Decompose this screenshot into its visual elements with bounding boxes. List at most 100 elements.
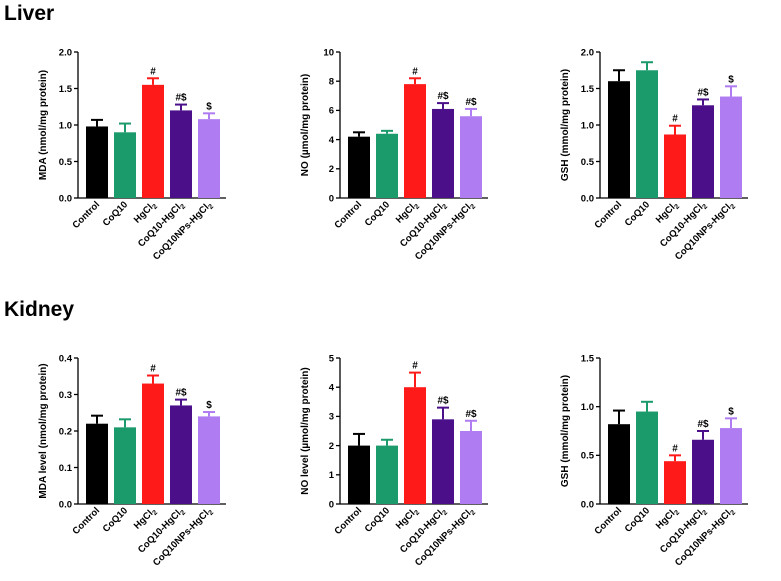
x-tick-label-control: Control [70,505,102,537]
y-tick-label: 0.5 [59,157,73,168]
bar-control [348,445,370,504]
bar-coq10 [114,427,136,504]
y-axis-label: MDA level (nmol/mg protein) [38,363,49,498]
significance-coq10-hgcl2: #$ [175,388,187,399]
bar-coq10 [636,411,658,504]
y-tick-label: 6 [329,106,334,117]
bar-hgcl2 [664,461,686,504]
y-tick-label: 4 [329,383,335,394]
y-tick-label: 1.0 [581,402,594,413]
y-tick-label: 0 [329,193,334,204]
kidney-mda-chart: MDA level (nmol/mg protein) 0.0 0.1 0.2 0.3 0… [38,353,226,569]
kidney-gsh-chart: GSH (mmol/mg protein) 0.0 0.5 1.0 1.5 Control… [560,353,748,569]
bar-control [86,126,108,198]
significance-coq10-hgcl2: #$ [697,87,709,98]
y-tick-label: 0.2 [59,426,72,437]
bar-coq10-hgcl2 [170,110,192,198]
y-axis-label: MDA (nmol/mg protein) [38,70,49,180]
bar-hgcl2 [142,383,164,504]
bar-control [608,424,630,504]
x-tick-label-control: Control [592,505,624,537]
significance-hgcl2: # [412,361,418,372]
kidney-section-title: Kidney [4,298,75,321]
y-tick-label: 0 [329,499,334,510]
bar-coq10-hgcl2 [432,419,454,504]
liver-mda-chart: MDA (nmol/mg protein) 0.0 0.5 1.0 1.5 2.0 Cont… [38,47,226,263]
bar-coq10-hgcl2 [432,108,454,198]
y-tick-label: 2 [329,164,334,175]
y-tick-label: 0.5 [581,157,595,168]
y-tick-label: 2.0 [59,47,72,58]
significance-coq10nps-hgcl2: $ [206,101,212,112]
significance-hgcl2: # [150,364,156,375]
significance-hgcl2: # [150,66,156,77]
bar-coq10 [636,70,658,198]
y-tick-label: 0.1 [59,463,73,474]
significance-hgcl2: # [672,114,678,125]
significance-coq10nps-hgcl2: $ [206,400,212,411]
bar-coq10nps-hgcl2 [198,416,220,504]
x-tick-label-coq10: CoQ10 [363,199,392,228]
bar-coq10-hgcl2 [692,105,714,198]
bar-control [348,136,370,198]
bar-hgcl2 [404,84,426,198]
bar-hgcl2 [404,387,426,504]
y-tick-label: 0.0 [581,499,594,510]
y-axis-label: NO (µmol/mg protein) [300,74,311,176]
y-axis-label: GSH (mmol/mg protein) [560,69,571,181]
bar-coq10-hgcl2 [692,439,714,504]
y-tick-label: 0.0 [59,193,72,204]
y-axis-label: NO level (µmol/mg protein) [300,367,311,494]
y-tick-label: 0.0 [581,193,594,204]
kidney-no-chart: NO level (µmol/mg protein) 0 1 2 3 4 5 ControlC… [300,353,488,569]
y-tick-label: 1.0 [581,120,594,131]
bar-coq10-hgcl2 [170,405,192,504]
x-tick-label-coq10: CoQ10 [623,199,652,228]
bar-hgcl2 [664,134,686,198]
x-tick-label-coq10: CoQ10 [101,199,130,228]
bar-coq10 [376,445,398,504]
significance-coq10-hgcl2: #$ [175,93,187,104]
y-tick-label: 1 [329,470,335,481]
y-tick-label: 2 [329,441,334,452]
y-tick-label: 1.5 [581,84,595,95]
x-tick-label-coq10: CoQ10 [623,505,652,534]
bar-control [86,423,108,504]
significance-coq10nps-hgcl2: $ [728,406,734,417]
y-tick-label: 4 [329,135,335,146]
bar-coq10nps-hgcl2 [460,431,482,504]
bar-coq10nps-hgcl2 [198,119,220,198]
x-tick-label-control: Control [332,505,364,537]
bar-coq10nps-hgcl2 [720,96,742,198]
y-tick-label: 3 [329,412,334,423]
x-tick-label-control: Control [70,199,102,231]
significance-hgcl2: # [672,443,678,454]
y-tick-label: 0.5 [581,451,595,462]
liver-section-title: Liver [4,2,55,25]
bar-coq10 [376,133,398,198]
y-tick-label: 10 [323,47,334,58]
y-tick-label: 0.4 [59,353,73,364]
y-tick-label: 0.3 [59,390,72,401]
y-tick-label: 2.0 [581,47,594,58]
x-tick-label-control: Control [592,199,624,231]
y-tick-label: 5 [329,353,335,364]
bar-control [608,81,630,198]
significance-coq10nps-hgcl2: $ [728,74,734,85]
x-tick-label-control: Control [332,199,364,231]
significance-hgcl2: # [412,66,418,77]
bar-coq10 [114,132,136,198]
y-tick-label: 1.5 [59,84,73,95]
significance-coq10-hgcl2: #$ [697,419,709,430]
bar-coq10nps-hgcl2 [720,428,742,504]
liver-gsh-chart: GSH (mmol/mg protein) 0.0 0.5 1.0 1.5 2.0 Cont… [560,47,748,263]
x-tick-label-coq10: CoQ10 [101,505,130,534]
bar-coq10nps-hgcl2 [460,116,482,198]
significance-coq10nps-hgcl2: #$ [465,409,477,420]
significance-coq10-hgcl2: #$ [437,396,449,407]
y-tick-label: 1.5 [581,353,595,364]
significance-coq10nps-hgcl2: #$ [465,97,477,108]
x-tick-label-coq10: CoQ10 [363,505,392,534]
significance-coq10-hgcl2: #$ [437,91,449,102]
